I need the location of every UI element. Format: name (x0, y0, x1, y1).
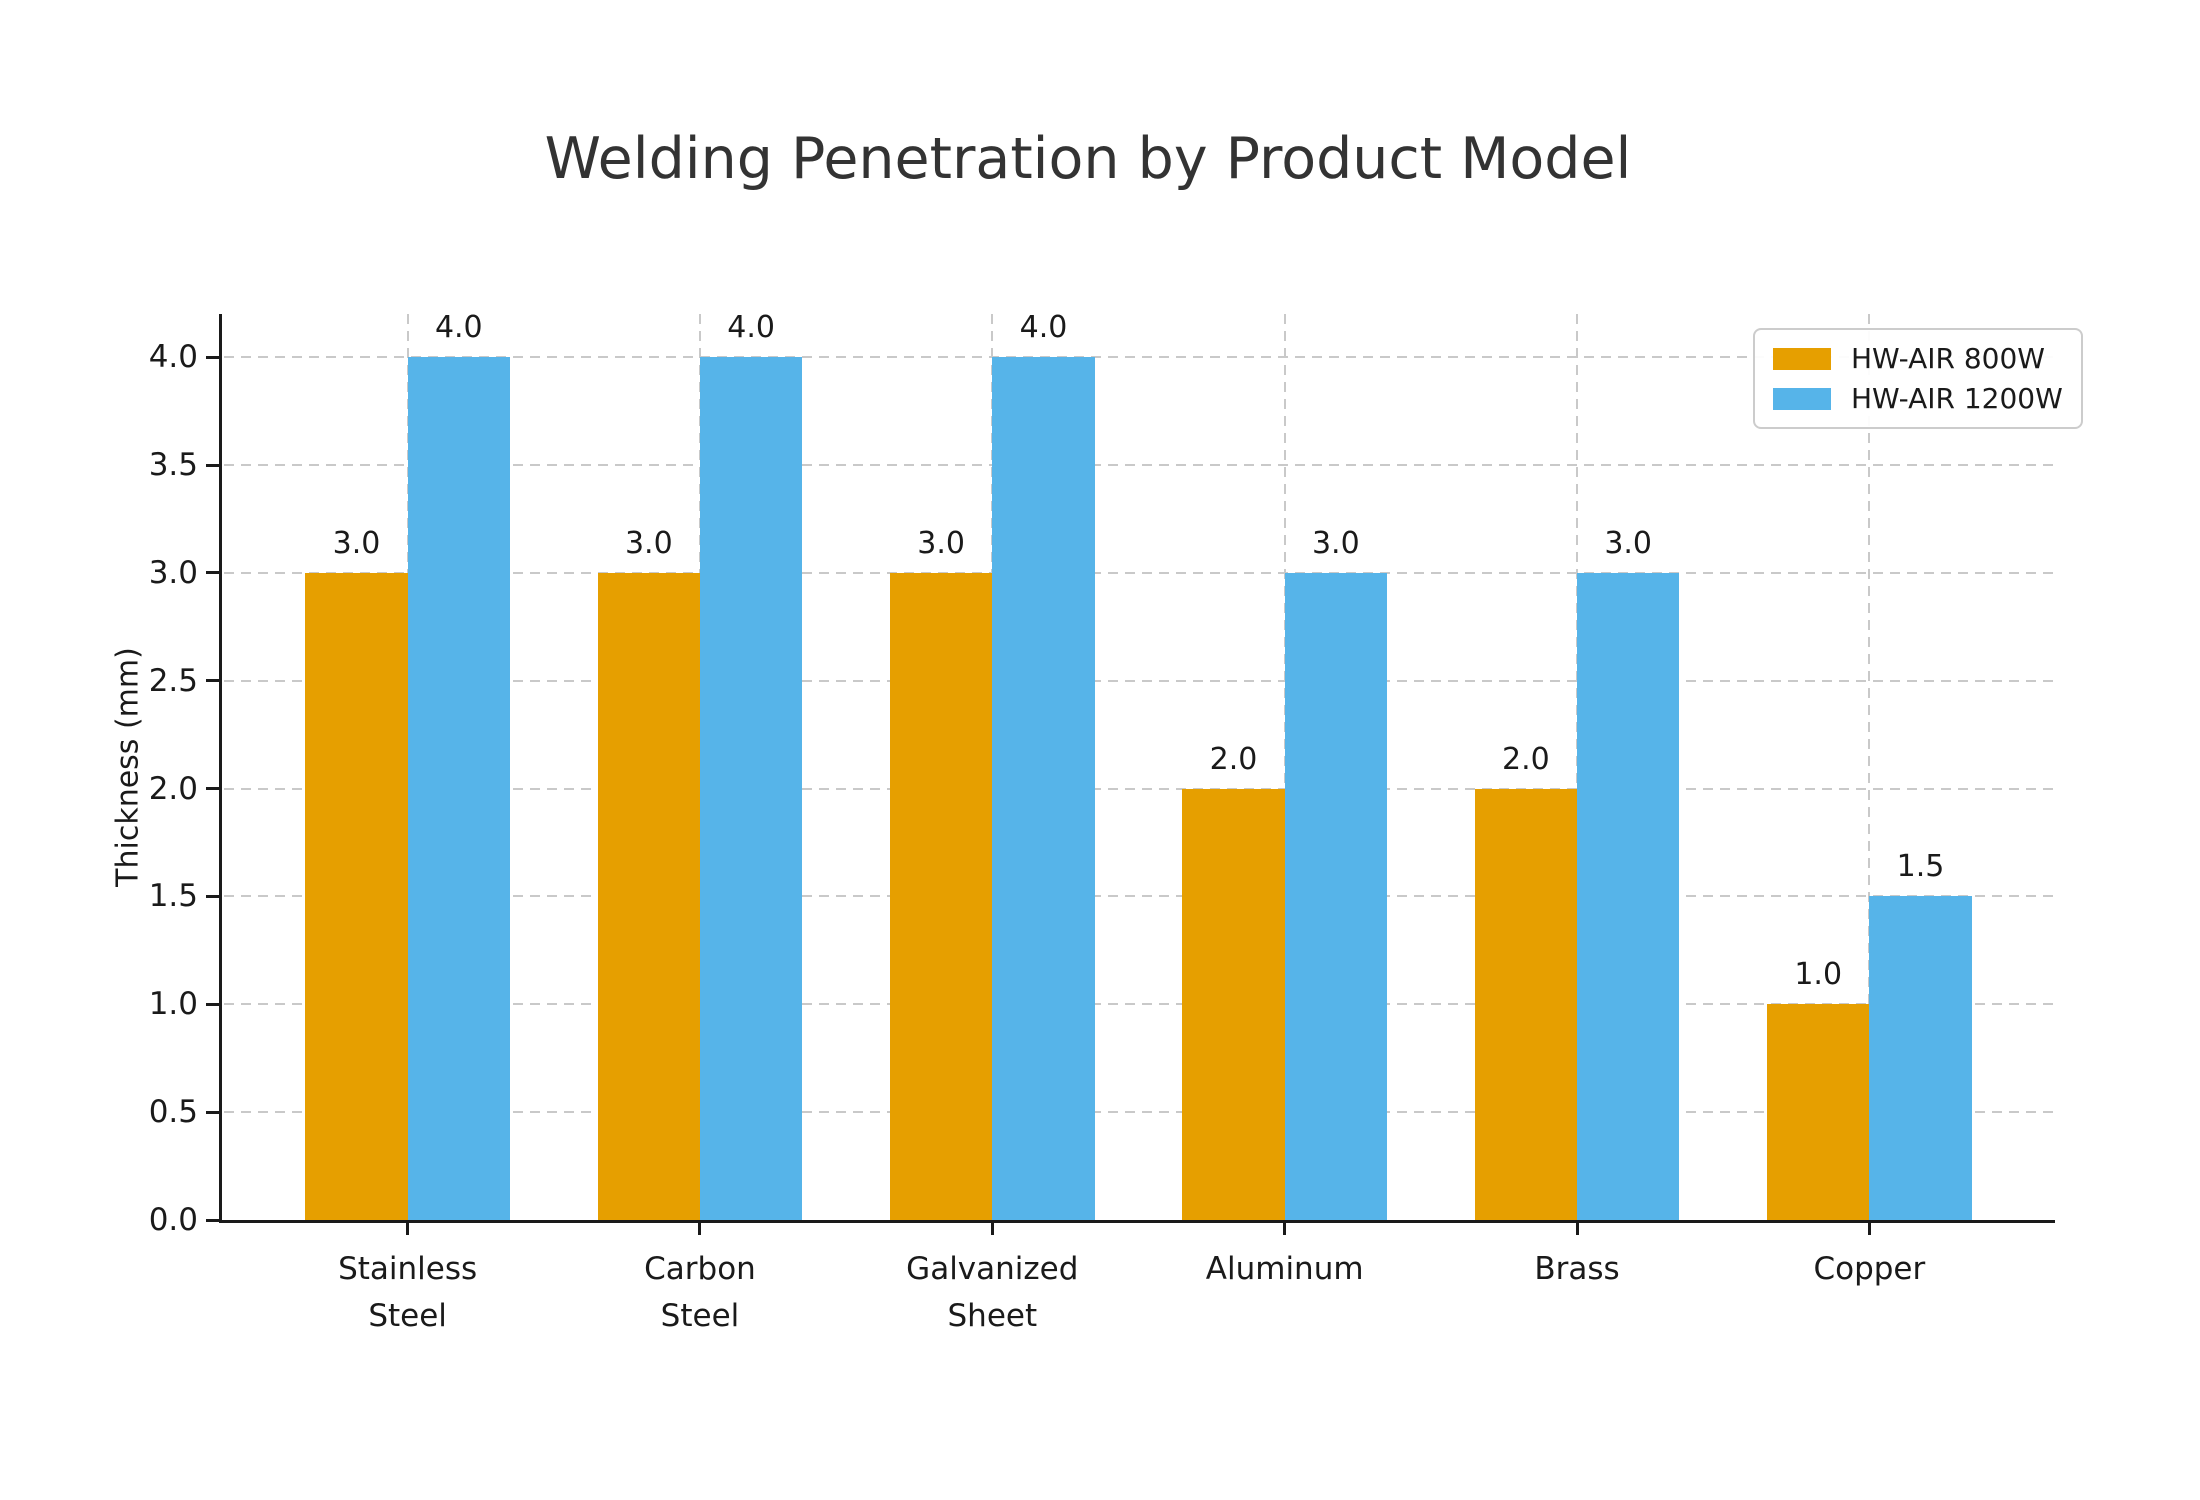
x-tick-mark (1575, 1223, 1579, 1235)
bar-hw-air-800w (305, 572, 408, 1220)
bar-value-label: 3.0 (332, 525, 381, 561)
x-tick-label: Galvanized Sheet (906, 1251, 1079, 1334)
y-tick-label: 0.5 (148, 1094, 198, 1131)
gridline-horizontal (224, 356, 2055, 359)
y-tick-mark (206, 355, 219, 359)
legend-item: HW-AIR 1200W (1773, 382, 2063, 415)
y-tick-mark (206, 1218, 219, 1222)
bar-value-label: 4.0 (434, 310, 483, 346)
x-tick-mark (990, 1223, 994, 1235)
x-tick-label: Stainless Steel (338, 1251, 478, 1334)
gridline-horizontal (224, 1003, 2055, 1006)
x-tick-mark (698, 1223, 702, 1235)
gridline-horizontal (224, 679, 2055, 682)
y-tick-mark (206, 571, 219, 575)
gridline-horizontal (224, 1111, 2055, 1114)
bar-value-label: 1.0 (1794, 957, 1843, 993)
x-tick-label: Aluminum (1205, 1251, 1364, 1287)
bar-hw-air-800w (890, 572, 993, 1220)
y-tick-label: 4.0 (148, 339, 198, 376)
chart-title: Welding Penetration by Product Model (544, 126, 1632, 192)
x-tick-mark (406, 1223, 410, 1235)
y-tick-label: 3.0 (148, 554, 198, 591)
bar-value-label: 2.0 (1501, 741, 1550, 777)
y-tick-mark (206, 463, 219, 467)
y-tick-label: 3.5 (148, 447, 198, 483)
bar-hw-air-1200w (699, 357, 803, 1220)
x-tick-label: Carbon Steel (644, 1251, 756, 1334)
y-tick-label: 0.0 (148, 1202, 198, 1238)
y-tick-mark (206, 787, 219, 791)
y-tick-mark (206, 679, 219, 683)
x-tick-label: Brass (1534, 1251, 1620, 1287)
bar-value-label: 2.0 (1209, 741, 1258, 777)
bar-hw-air-800w (1182, 788, 1285, 1220)
bar-hw-air-1200w (992, 357, 1095, 1220)
bar-value-label: 3.0 (1604, 525, 1653, 561)
legend-swatch-icon (1773, 347, 1831, 370)
y-tick-label: 1.0 (148, 986, 198, 1023)
legend: HW-AIR 800W HW-AIR 1200W (1753, 328, 2083, 429)
bar-value-label: 3.0 (917, 525, 966, 561)
y-tick-mark (206, 894, 219, 898)
y-tick-label: 1.5 (148, 878, 198, 915)
x-axis-spine (219, 1220, 2055, 1223)
y-axis-spine (219, 314, 222, 1223)
bar-value-label: 4.0 (1019, 310, 1068, 346)
legend-swatch-icon (1773, 387, 1831, 410)
y-tick-mark (206, 1002, 219, 1006)
gridline-horizontal (224, 787, 2055, 790)
bar-hw-air-800w (1767, 1004, 1870, 1220)
gridline-horizontal (224, 571, 2055, 574)
gridline-vertical (1868, 314, 1871, 1220)
bar-hw-air-800w (597, 572, 700, 1220)
y-tick-mark (206, 1110, 219, 1114)
legend-label: HW-AIR 800W (1851, 342, 2045, 375)
legend-label: HW-AIR 1200W (1851, 382, 2063, 415)
gridline-horizontal (224, 895, 2055, 898)
bar-hw-air-1200w (407, 357, 510, 1220)
bar-hw-air-1200w (1284, 572, 1387, 1220)
bar-hw-air-1200w (1577, 572, 1680, 1220)
bar-hw-air-1200w (1869, 896, 1972, 1220)
y-tick-label: 2.0 (148, 770, 198, 807)
bar-value-label: 4.0 (727, 310, 775, 346)
bar-hw-air-800w (1474, 788, 1577, 1220)
x-tick-label: Copper (1813, 1251, 1926, 1287)
bar-value-label: 3.0 (1311, 525, 1360, 561)
y-tick-label: 2.5 (148, 662, 198, 699)
bar-value-label: 3.0 (624, 525, 673, 561)
legend-item: HW-AIR 800W (1773, 342, 2063, 375)
x-tick-mark (1867, 1223, 1871, 1235)
gridline-horizontal (224, 464, 2055, 466)
x-tick-mark (1283, 1223, 1287, 1235)
y-axis-label: Thickness (mm) (110, 647, 146, 887)
bar-value-label: 1.5 (1896, 849, 1945, 885)
